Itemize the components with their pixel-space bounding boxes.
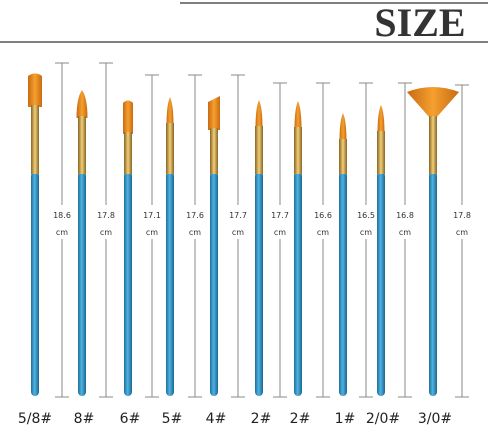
length-unit: cm <box>360 228 372 237</box>
length-unit: cm <box>100 228 112 237</box>
brush-ferrule <box>255 126 263 174</box>
length-unit: cm <box>189 228 201 237</box>
brush-handle <box>255 172 263 396</box>
measure-bg <box>452 205 472 239</box>
length-value: 16.6 <box>314 211 332 220</box>
length-unit: cm <box>399 228 411 237</box>
brush-handle <box>78 172 86 396</box>
brush-bristles <box>208 96 220 130</box>
length-value: 17.7 <box>271 211 289 220</box>
brush-ferrule <box>339 139 347 174</box>
length-value: 17.8 <box>97 211 115 220</box>
length-value: 17.6 <box>186 211 204 220</box>
size-label: 2# <box>251 411 272 427</box>
length-unit: cm <box>56 228 68 237</box>
brush-handle <box>294 172 302 396</box>
length-unit: cm <box>232 228 244 237</box>
size-label: 3/0# <box>418 411 452 427</box>
length-unit: cm <box>274 228 286 237</box>
measure-bg <box>395 205 415 239</box>
size-label: 5/8# <box>18 411 52 427</box>
brush-handle <box>429 172 437 396</box>
brush-bristles <box>166 97 174 125</box>
size-label: 4# <box>206 411 227 427</box>
length-value: 17.7 <box>229 211 247 220</box>
length-value: 18.6 <box>53 211 71 220</box>
length-unit: cm <box>456 228 468 237</box>
brush-bristles <box>255 100 263 128</box>
brush-handle <box>124 172 132 396</box>
brush-bristles <box>407 87 459 118</box>
brush-ferrule <box>210 128 218 174</box>
length-value: 17.1 <box>143 211 161 220</box>
size-label: 2# <box>290 411 311 427</box>
measure-bg <box>142 205 162 239</box>
brush-ferrule <box>124 132 132 174</box>
length-unit: cm <box>146 228 158 237</box>
brush-bristles <box>123 100 133 134</box>
brush-ferrule <box>429 116 437 174</box>
brush-bristles <box>294 101 302 129</box>
brush-handle <box>377 172 385 396</box>
length-value: 16.5 <box>357 211 375 220</box>
brush-bristles <box>339 113 347 141</box>
brush-handle <box>31 172 39 396</box>
brush-ferrule <box>166 123 174 174</box>
brush-ferrule <box>31 105 39 174</box>
brush-ferrule <box>377 131 385 174</box>
size-label: 5# <box>162 411 183 427</box>
measure-bg <box>228 205 248 239</box>
length-value: 17.8 <box>453 211 471 220</box>
measure-bg <box>96 205 116 239</box>
brush-ferrule <box>294 127 302 174</box>
measure-bg <box>356 205 376 239</box>
brush-list: 18.6 cm 5/8# 17.8 cm 8# 17.1 cm 6# 17.6 cm 5# 17.7 cm… <box>18 62 472 427</box>
brush-ferrule <box>78 116 86 174</box>
brush-handle <box>210 172 218 396</box>
title: SIZE <box>374 0 465 45</box>
measure-bg <box>52 205 72 239</box>
length-value: 16.8 <box>396 211 414 220</box>
measure-bg <box>270 205 290 239</box>
measure-bg <box>313 205 333 239</box>
brush-bristles <box>76 90 88 118</box>
brush-bristles <box>28 73 42 107</box>
length-unit: cm <box>317 228 329 237</box>
brush-handle <box>339 172 347 396</box>
measure-bg <box>185 205 205 239</box>
size-label: 8# <box>74 411 95 427</box>
size-label: 1# <box>335 411 356 427</box>
brush-handle <box>166 172 174 396</box>
size-label: 6# <box>120 411 141 427</box>
size-label: 2/0# <box>366 411 400 427</box>
brush-bristles <box>377 105 385 133</box>
